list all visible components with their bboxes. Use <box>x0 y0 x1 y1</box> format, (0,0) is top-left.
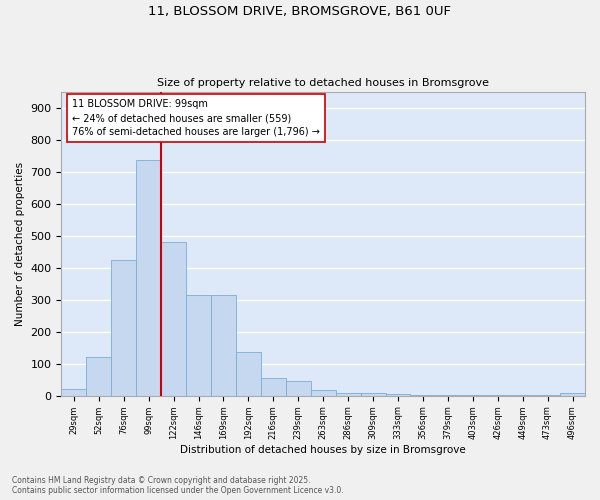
Bar <box>186 295 211 396</box>
Bar <box>560 393 585 396</box>
Bar <box>410 395 436 396</box>
Bar <box>261 378 286 396</box>
Text: 11 BLOSSOM DRIVE: 99sqm
← 24% of detached houses are smaller (559)
76% of semi-d: 11 BLOSSOM DRIVE: 99sqm ← 24% of detache… <box>72 99 320 137</box>
Bar <box>161 242 186 396</box>
Y-axis label: Number of detached properties: Number of detached properties <box>15 162 25 326</box>
Bar <box>111 260 136 396</box>
Bar <box>286 382 311 396</box>
Text: Contains HM Land Registry data © Crown copyright and database right 2025.
Contai: Contains HM Land Registry data © Crown c… <box>12 476 344 495</box>
Bar <box>86 358 111 396</box>
Bar <box>311 390 335 396</box>
Text: 11, BLOSSOM DRIVE, BROMSGROVE, B61 0UF: 11, BLOSSOM DRIVE, BROMSGROVE, B61 0UF <box>149 5 452 18</box>
X-axis label: Distribution of detached houses by size in Bromsgrove: Distribution of detached houses by size … <box>181 445 466 455</box>
Bar <box>436 395 460 396</box>
Bar <box>335 393 361 396</box>
Bar <box>361 394 386 396</box>
Bar <box>211 295 236 396</box>
Bar <box>61 390 86 396</box>
Bar <box>236 352 261 396</box>
Bar <box>136 160 161 396</box>
Bar <box>386 394 410 396</box>
Title: Size of property relative to detached houses in Bromsgrove: Size of property relative to detached ho… <box>157 78 489 88</box>
